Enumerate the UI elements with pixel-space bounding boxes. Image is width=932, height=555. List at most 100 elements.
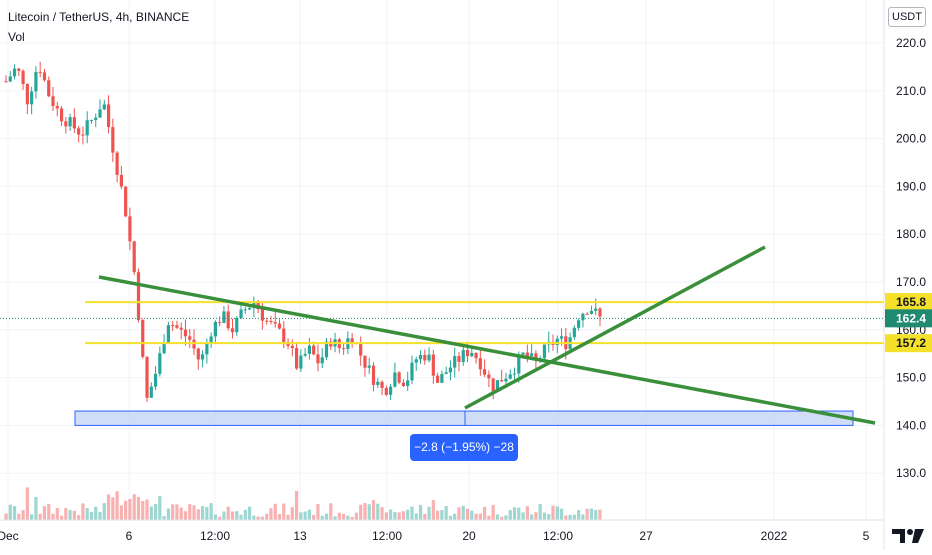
- volume-bar: [393, 512, 397, 520]
- candle-body: [226, 311, 230, 329]
- candle-body: [436, 375, 440, 383]
- candle-body: [25, 83, 29, 105]
- volume-bar: [474, 513, 478, 520]
- candle-body: [324, 341, 329, 358]
- candle-body: [158, 353, 162, 374]
- volume-bar: [589, 508, 594, 520]
- candle-body: [119, 174, 123, 187]
- volume-bar: [119, 505, 123, 520]
- volume-bar: [17, 513, 21, 520]
- candle-body: [141, 320, 145, 357]
- volume-bar: [68, 510, 72, 520]
- price-tags: 165.8 162.4 157.2: [885, 293, 932, 353]
- candle-body: [423, 355, 427, 361]
- candle-body: [341, 348, 346, 350]
- volume-bar: [30, 514, 34, 520]
- candle-body: [209, 336, 213, 344]
- volume-bar: [34, 497, 38, 520]
- candle-body: [239, 309, 243, 319]
- volume-bar: [470, 510, 474, 520]
- volume-bar: [508, 510, 512, 520]
- volume-bar: [504, 515, 508, 520]
- price-tick-label: 220.0: [896, 36, 926, 50]
- volume-bar: [4, 513, 8, 520]
- volume-bar: [196, 509, 200, 520]
- volume-bar: [367, 504, 371, 520]
- candle-body: [461, 349, 465, 362]
- candle-body: [162, 343, 166, 354]
- candle-body: [410, 362, 414, 381]
- volume-bar: [534, 512, 538, 520]
- volume-bar: [94, 506, 98, 520]
- volume-bar: [303, 511, 307, 520]
- volume-bar: [200, 506, 205, 520]
- volume-bar: [307, 509, 312, 520]
- volume-label: Vol: [8, 30, 25, 44]
- candle-body: [581, 313, 585, 321]
- candle-body: [171, 325, 175, 327]
- candle-body: [389, 386, 393, 395]
- candle-body: [149, 386, 153, 398]
- price-tick-label: 190.0: [896, 179, 926, 193]
- candle-body: [72, 117, 76, 129]
- volume-bar: [252, 515, 256, 520]
- candle-body: [230, 328, 235, 333]
- candle-body: [589, 310, 594, 314]
- candle-body: [265, 320, 269, 322]
- candle-body: [316, 354, 320, 364]
- volume-bar: [483, 506, 487, 520]
- volume-bar: [286, 514, 290, 520]
- candle-body: [17, 68, 21, 71]
- volume-bar: [222, 511, 226, 520]
- volume-bar: [401, 511, 406, 520]
- volume-bar: [448, 515, 453, 520]
- time-tick-label: 12:00: [372, 529, 402, 543]
- candle-body: [299, 355, 303, 369]
- candle-body: [517, 354, 521, 374]
- time-tick-label: 6: [126, 529, 133, 543]
- volume-bar: [89, 511, 94, 520]
- price-tick-label: 150.0: [896, 371, 926, 385]
- volume-bars: [4, 487, 602, 520]
- candle-body: [555, 338, 559, 345]
- candle-body: [106, 104, 111, 128]
- volume-bar: [21, 510, 25, 520]
- volume-bar: [290, 507, 294, 520]
- time-tick-label: Dec: [0, 529, 19, 543]
- volume-bar: [256, 516, 260, 520]
- last-price-tag: 162.4: [896, 311, 926, 325]
- currency-button[interactable]: USDT: [888, 7, 926, 27]
- candle-body: [102, 104, 106, 110]
- volume-bar: [444, 505, 448, 520]
- candle-body: [294, 347, 299, 369]
- volume-bar: [8, 504, 12, 520]
- candle-body: [175, 325, 179, 328]
- candle-body: [512, 373, 517, 375]
- volume-bar: [273, 503, 277, 520]
- volume-bar: [51, 513, 55, 520]
- volume-bar: [585, 508, 589, 520]
- volume-bar: [461, 505, 465, 520]
- volume-bar: [235, 511, 239, 520]
- time-tick-label: 20: [462, 529, 476, 543]
- volume-bar: [384, 512, 388, 520]
- volume-bar: [341, 513, 346, 520]
- candle-body: [448, 367, 453, 373]
- volume-bar: [162, 516, 166, 520]
- ascending-trend-line: [464, 245, 766, 410]
- volume-bar: [213, 514, 217, 520]
- candle-body: [273, 321, 277, 324]
- volume-bar: [329, 503, 333, 520]
- candle-body: [534, 353, 538, 360]
- volume-bar: [277, 514, 282, 520]
- volume-bar: [192, 505, 196, 520]
- volume-bar: [47, 504, 51, 520]
- volume-bar: [389, 509, 393, 520]
- resistance-price-tag: 165.8: [896, 295, 926, 309]
- candle-body: [218, 321, 222, 323]
- candle-body: [376, 381, 380, 385]
- volume-bar: [55, 507, 59, 520]
- time-tick-label: 2022: [761, 529, 788, 543]
